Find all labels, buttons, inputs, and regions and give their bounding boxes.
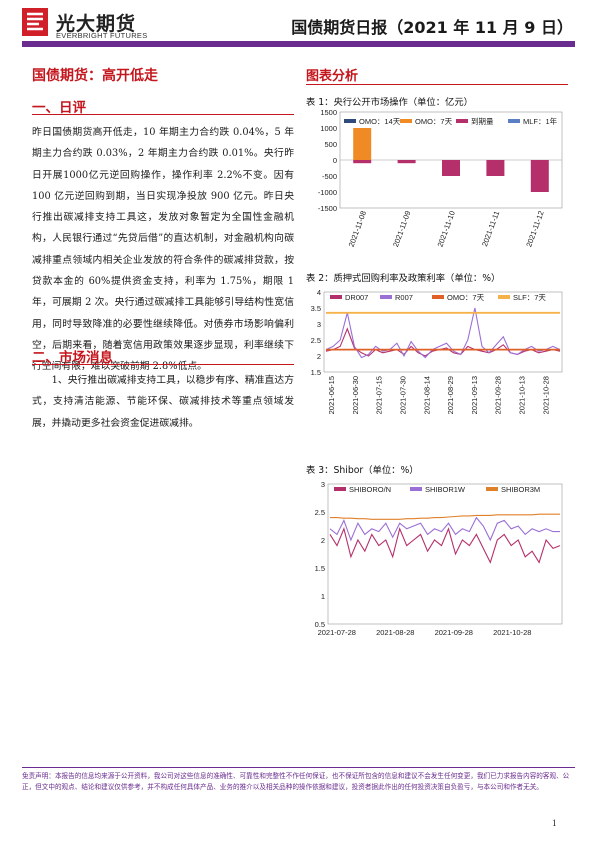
y-tick-label: 1500: [320, 108, 337, 117]
bar: [353, 160, 372, 164]
legend-swatch: [330, 295, 342, 299]
legend-swatch: [456, 119, 468, 123]
report-title: 国债期货日报（2021 年 11 月 9 日）: [291, 18, 573, 37]
y-tick-label: -1500: [318, 204, 337, 213]
legend-label: SLF：7天: [513, 293, 546, 302]
series-line: [330, 513, 560, 520]
y-tick-label: -500: [322, 172, 337, 181]
x-tick-label: 2021-11-11: [480, 210, 501, 248]
y-tick-label: 2.5: [311, 336, 321, 345]
chart1-title: 表 1：央行公开市场操作（单位：亿元）: [306, 97, 473, 108]
legend-label: SHIBOR3M: [501, 485, 540, 494]
heading-market-news: 二、市场消息: [32, 350, 113, 366]
legend-swatch: [498, 295, 510, 299]
footer-divider: [22, 767, 575, 768]
header-divider: [22, 41, 575, 47]
y-tick-label: 2: [321, 536, 325, 545]
y-tick-label: -1000: [318, 188, 337, 197]
y-tick-label: 2.5: [315, 508, 325, 517]
x-tick-label: 2021-10-28: [541, 376, 550, 414]
x-tick-label: 2021-06-15: [327, 376, 336, 414]
x-tick-label: 2021-09-13: [470, 376, 479, 414]
bar: [397, 160, 416, 164]
bar: [486, 160, 505, 176]
section-title: 国债期货：高开低走: [32, 68, 158, 84]
x-tick-label: 2021-07-30: [399, 376, 408, 414]
legend-swatch: [380, 295, 392, 299]
y-tick-label: 1.5: [315, 564, 325, 573]
y-tick-label: 4: [317, 288, 321, 297]
series-line: [325, 327, 561, 357]
legend-swatch: [486, 487, 498, 491]
x-tick-label: 2021-09-28: [435, 628, 473, 637]
chart-section-title: 图表分析: [306, 69, 359, 84]
legend-swatch: [508, 119, 520, 123]
legend-swatch: [334, 487, 346, 491]
plot-frame: [327, 483, 563, 625]
heading-divider: [32, 114, 294, 115]
y-tick-label: 0: [333, 156, 337, 165]
series-line: [329, 516, 560, 542]
bar: [442, 160, 460, 176]
legend-label: DR007: [345, 293, 368, 302]
chart3-title: 表 3：Shibor（单位：%）: [306, 465, 419, 476]
legend-label: SHIBOR1W: [425, 485, 466, 494]
disclaimer-text: 免责声明：本报告的信息均来源于公开资料，我公司对这些信息的准确性、可靠性和完整性…: [22, 772, 570, 791]
page-number: 1: [552, 818, 557, 828]
x-tick-label: 2021-10-13: [518, 376, 527, 414]
brand-name-en: EVERBRIGHT FUTURES: [56, 31, 148, 40]
y-tick-label: 1: [321, 592, 325, 601]
legend-label: MLF：1年: [523, 116, 558, 126]
daily-review-text: 昨日国债期货高开低走，10 年期主力合约跌 0.04%，5 年期主力合约跌 0.…: [32, 127, 294, 373]
y-tick-label: 500: [324, 140, 337, 149]
bar: [530, 160, 549, 192]
x-tick-label: 2021-10-28: [493, 628, 531, 637]
chart2-repo-policy-rates: 4 3.5 3 2.5 2 1.5 2021-06-15 2021-06-30 2021-07-…: [311, 288, 563, 414]
legend-label: OMO：7天: [447, 293, 485, 302]
series-line: [329, 527, 561, 564]
legend-swatch: [400, 119, 412, 123]
x-tick-label: 2021-11-09: [391, 210, 412, 249]
legend-label: 到期量: [471, 117, 494, 126]
x-tick-label: 2021-11-08: [347, 210, 368, 249]
legend-swatch: [344, 119, 356, 123]
series-line: [325, 307, 561, 359]
heading-divider: [306, 84, 568, 85]
x-tick-label: 2021-08-29: [446, 376, 455, 414]
legend-swatch: [410, 487, 422, 491]
x-tick-label: 2021-08-14: [422, 376, 431, 414]
market-news-text: 1、央行推出碳减排支持工具，以稳步有序、精准直达方式，支持清洁能源、节能环保、碳…: [32, 375, 294, 429]
legend-label: OMO：7天: [415, 117, 453, 126]
x-tick-label: 2021-08-28: [376, 628, 414, 637]
y-tick-label: 1.5: [311, 368, 321, 377]
legend-label: R007: [395, 293, 413, 302]
chart2-title: 表 2：质押式回购利率及政策利率（单位：%）: [306, 273, 501, 284]
brand-name-cn: 光大期货: [56, 13, 137, 35]
x-tick-label: 2021-06-30: [351, 376, 360, 414]
legend-label: OMO：14天: [359, 117, 401, 126]
plot-frame: [323, 291, 563, 373]
legend-swatch: [432, 295, 444, 299]
x-tick-label: 2021-07-28: [318, 628, 356, 637]
y-tick-label: 3: [317, 320, 321, 329]
y-tick-label: 0.5: [315, 620, 325, 629]
x-tick-label: 2021-11-12: [524, 210, 545, 249]
y-tick-label: 2: [317, 352, 321, 361]
x-tick-label: 2021-11-10: [435, 210, 456, 249]
chart1-omo-operations: 1500 1000 500 0 -500 -1000 -1500 2021-11-08 2021…: [318, 108, 563, 249]
y-tick-label: 3: [321, 480, 325, 489]
x-tick-label: 2021-07-15: [375, 376, 384, 414]
bar: [353, 128, 372, 160]
y-tick-label: 1000: [320, 124, 337, 133]
x-tick-label: 2021-09-28: [494, 376, 503, 414]
y-tick-label: 3.5: [311, 304, 321, 313]
heading-daily-review: 一、日评: [32, 100, 86, 116]
legend-label: SHIBORO/N: [349, 485, 391, 494]
heading-divider: [32, 364, 294, 365]
brand-logo-icon: [22, 8, 48, 36]
